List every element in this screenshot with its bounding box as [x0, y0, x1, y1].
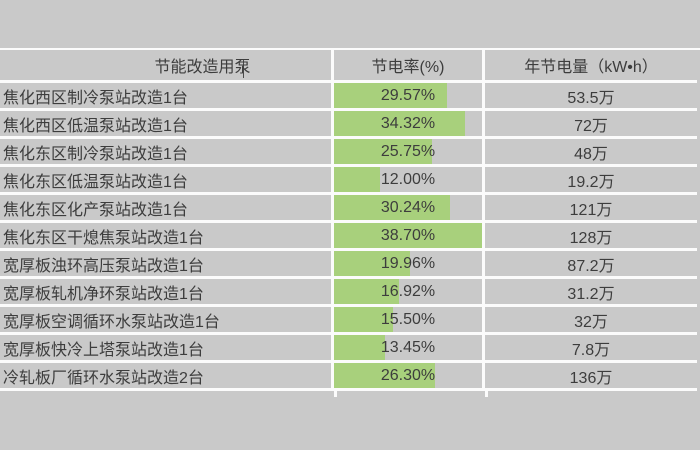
annual-saving-cell[interactable]: 7.8万 — [485, 335, 697, 363]
pump-name-text: 宽厚板快冷上塔泵站改造1台 — [3, 341, 204, 359]
saving-rate-databar — [334, 167, 380, 192]
annual-saving-cell[interactable]: 87.2万 — [485, 251, 697, 279]
saving-rate-databar — [334, 251, 411, 276]
header-pump-label: 节能改造用泵 — [154, 59, 251, 76]
saving-rate-databar — [334, 363, 435, 388]
pump-name-cell[interactable]: 焦化东区干熄焦泵站改造1台 — [0, 223, 334, 251]
saving-rate-databar — [334, 279, 399, 304]
saving-rate-text: 19.96% — [380, 254, 436, 272]
table-row[interactable]: 宽厚板轧机净环泵站改造1台 16.92% 31.2万 — [0, 279, 700, 307]
pump-name-text: 冷轧板厂循环水泵站改造2台 — [3, 369, 204, 387]
pump-name-text: 焦化东区制冷泵站改造1台 — [3, 145, 188, 163]
saving-rate-cell[interactable]: 25.75% — [334, 139, 485, 167]
saving-rate-databar — [334, 223, 482, 248]
annual-saving-cell[interactable]: 48万 — [485, 139, 697, 167]
pump-name-text: 焦化东区干熄焦泵站改造1台 — [3, 229, 204, 247]
saving-rate-text: 15.50% — [380, 310, 436, 328]
annual-saving-text: 53.5万 — [567, 89, 615, 107]
saving-rate-cell[interactable]: 34.32% — [334, 111, 485, 139]
pump-name-text: 焦化东区化产泵站改造1台 — [3, 201, 188, 219]
column-separator-stub — [334, 391, 337, 397]
saving-rate-text: 38.70% — [380, 226, 436, 244]
saving-rate-cell[interactable]: 29.57% — [334, 83, 485, 111]
annual-saving-cell[interactable]: 53.5万 — [485, 83, 697, 111]
header-annual-column: 年节电量（kW•h） — [485, 50, 697, 83]
header-rate-label: 节电率(%) — [371, 59, 445, 76]
text-cursor — [243, 59, 244, 78]
header-rate-column: 节电率(%) — [334, 50, 485, 83]
saving-rate-cell[interactable]: 16.92% — [334, 279, 485, 307]
annual-saving-text: 128万 — [569, 229, 613, 247]
table-row[interactable]: 宽厚板空调循环水泵站改造1台 15.50% 32万 — [0, 307, 700, 335]
saving-rate-text: 26.30% — [380, 366, 436, 384]
header-annual-label: 年节电量（kW•h） — [524, 59, 658, 76]
annual-saving-cell[interactable]: 136万 — [485, 363, 697, 391]
pump-name-cell[interactable]: 焦化西区低温泵站改造1台 — [0, 111, 334, 139]
table-row[interactable]: 冷轧板厂循环水泵站改造2台 26.30% 136万 — [0, 363, 700, 391]
annual-saving-text: 72万 — [574, 117, 608, 135]
pump-name-cell[interactable]: 焦化西区制冷泵站改造1台 — [0, 83, 334, 111]
table-row[interactable]: 焦化东区低温泵站改造1台 12.00% 19.2万 — [0, 167, 700, 195]
pump-name-text: 宽厚板浊环高压泵站改造1台 — [3, 257, 204, 275]
saving-rate-databar — [334, 139, 433, 164]
pump-name-cell[interactable]: 宽厚板空调循环水泵站改造1台 — [0, 307, 334, 335]
annual-saving-text: 87.2万 — [567, 257, 615, 275]
pump-name-cell[interactable]: 宽厚板快冷上塔泵站改造1台 — [0, 335, 334, 363]
saving-rate-databar — [334, 111, 466, 136]
annual-saving-text: 48万 — [574, 145, 608, 163]
annual-saving-text: 19.2万 — [567, 173, 615, 191]
table-header-row: 节能改造用泵 节电率(%) 年节电量（kW•h） — [0, 48, 700, 83]
saving-rate-databar — [334, 307, 394, 332]
annual-saving-cell[interactable]: 72万 — [485, 111, 697, 139]
annual-saving-text: 121万 — [569, 201, 613, 219]
column-separator-stub — [485, 391, 488, 397]
pump-name-cell[interactable]: 焦化东区制冷泵站改造1台 — [0, 139, 334, 167]
energy-saving-table: 节能改造用泵 节电率(%) 年节电量（kW•h） 焦化西区制冷泵站改造1台 29… — [0, 48, 700, 397]
annual-saving-text: 136万 — [569, 369, 613, 387]
saving-rate-cell[interactable]: 30.24% — [334, 195, 485, 223]
saving-rate-cell[interactable]: 26.30% — [334, 363, 485, 391]
saving-rate-text: 29.57% — [380, 86, 436, 104]
pump-name-text: 焦化西区制冷泵站改造1台 — [3, 89, 188, 107]
pump-name-cell[interactable]: 冷轧板厂循环水泵站改造2台 — [0, 363, 334, 391]
pump-name-cell[interactable]: 焦化东区低温泵站改造1台 — [0, 167, 334, 195]
header-pump-column: 节能改造用泵 — [0, 50, 334, 83]
annual-saving-cell[interactable]: 31.2万 — [485, 279, 697, 307]
saving-rate-text: 13.45% — [380, 338, 436, 356]
saving-rate-cell[interactable]: 38.70% — [334, 223, 485, 251]
pump-name-text: 宽厚板轧机净环泵站改造1台 — [3, 285, 204, 303]
table-row[interactable]: 焦化东区干熄焦泵站改造1台 38.70% 128万 — [0, 223, 700, 251]
table-row[interactable]: 焦化东区制冷泵站改造1台 25.75% 48万 — [0, 139, 700, 167]
table-row[interactable]: 焦化西区制冷泵站改造1台 29.57% 53.5万 — [0, 83, 700, 111]
table-row[interactable]: 焦化东区化产泵站改造1台 30.24% 121万 — [0, 195, 700, 223]
annual-saving-cell[interactable]: 121万 — [485, 195, 697, 223]
saving-rate-text: 34.32% — [380, 114, 436, 132]
pump-name-cell[interactable]: 宽厚板浊环高压泵站改造1台 — [0, 251, 334, 279]
annual-saving-text: 7.8万 — [571, 341, 611, 359]
table-row[interactable]: 宽厚板快冷上塔泵站改造1台 13.45% 7.8万 — [0, 335, 700, 363]
pump-name-text: 宽厚板空调循环水泵站改造1台 — [3, 313, 220, 331]
saving-rate-cell[interactable]: 19.96% — [334, 251, 485, 279]
saving-rate-text: 16.92% — [380, 282, 436, 300]
saving-rate-databar — [334, 195, 450, 220]
table-row[interactable]: 焦化西区低温泵站改造1台 34.32% 72万 — [0, 111, 700, 139]
saving-rate-databar — [334, 335, 386, 360]
annual-saving-text: 32万 — [574, 313, 608, 331]
saving-rate-text: 25.75% — [380, 142, 436, 160]
saving-rate-cell[interactable]: 12.00% — [334, 167, 485, 195]
saving-rate-text: 30.24% — [380, 198, 436, 216]
annual-saving-cell[interactable]: 128万 — [485, 223, 697, 251]
annual-saving-cell[interactable]: 32万 — [485, 307, 697, 335]
pump-name-text: 焦化东区低温泵站改造1台 — [3, 173, 188, 191]
pump-name-cell[interactable]: 宽厚板轧机净环泵站改造1台 — [0, 279, 334, 307]
saving-rate-cell[interactable]: 15.50% — [334, 307, 485, 335]
saving-rate-cell[interactable]: 13.45% — [334, 335, 485, 363]
saving-rate-databar — [334, 83, 448, 108]
table-row[interactable]: 宽厚板浊环高压泵站改造1台 19.96% 87.2万 — [0, 251, 700, 279]
annual-saving-cell[interactable]: 19.2万 — [485, 167, 697, 195]
saving-rate-text: 12.00% — [380, 170, 436, 188]
annual-saving-text: 31.2万 — [567, 285, 615, 303]
pump-name-text: 焦化西区低温泵站改造1台 — [3, 117, 188, 135]
pump-name-cell[interactable]: 焦化东区化产泵站改造1台 — [0, 195, 334, 223]
